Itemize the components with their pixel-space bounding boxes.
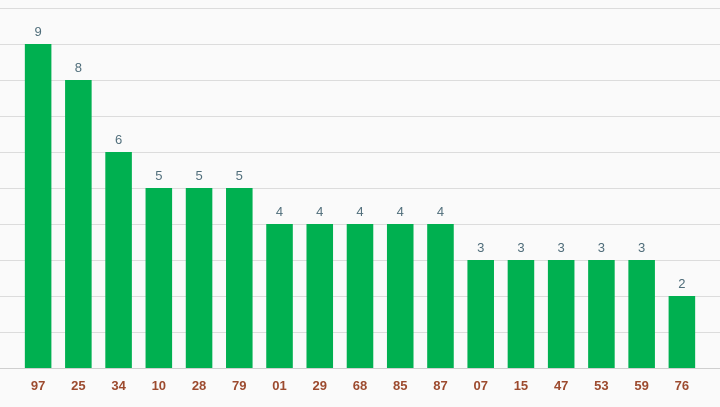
data-label: 4	[276, 204, 283, 219]
data-label: 6	[115, 132, 122, 147]
x-tick-label: 15	[514, 378, 528, 393]
bar	[105, 152, 132, 368]
data-label: 3	[477, 240, 484, 255]
data-label: 3	[598, 240, 605, 255]
bar	[547, 260, 575, 368]
data-label: 3	[558, 240, 565, 255]
bar	[24, 44, 52, 368]
bar	[628, 260, 655, 368]
x-tick-label: 87	[433, 378, 447, 393]
x-tick-label: 53	[594, 378, 608, 393]
bars	[24, 44, 696, 368]
bar	[427, 224, 454, 368]
x-tick-label: 29	[313, 378, 327, 393]
data-label: 4	[397, 204, 404, 219]
x-tick-label: 47	[554, 378, 568, 393]
bar	[346, 224, 374, 368]
bar	[588, 260, 615, 368]
bar	[226, 188, 253, 368]
bar	[266, 224, 293, 368]
bar	[467, 260, 494, 368]
data-labels: 9 8 6 5 5 5 4 4 4 4 4 3 3 3 3 3 2	[35, 24, 686, 291]
data-label: 5	[155, 168, 162, 183]
x-tick-label: 97	[31, 378, 45, 393]
x-tick-label: 07	[473, 378, 487, 393]
bar	[185, 188, 213, 368]
data-label: 5	[236, 168, 243, 183]
bar	[145, 188, 173, 368]
x-tick-label: 68	[353, 378, 367, 393]
data-label: 2	[678, 276, 685, 291]
bar	[507, 260, 535, 368]
data-label: 4	[316, 204, 323, 219]
data-label: 9	[35, 24, 42, 39]
data-label: 8	[75, 60, 82, 75]
bar	[386, 224, 414, 368]
data-label: 4	[356, 204, 363, 219]
x-tick-label: 01	[272, 378, 286, 393]
x-axis: 97 25 34 10 28 79 01 29 68 85 87 07 15 47 53 59 76	[31, 378, 689, 393]
x-tick-label: 59	[634, 378, 648, 393]
bar	[65, 80, 92, 368]
x-tick-label: 10	[152, 378, 166, 393]
data-label: 4	[437, 204, 444, 219]
x-tick-label: 34	[111, 378, 126, 393]
bar	[668, 296, 696, 368]
x-tick-label: 79	[232, 378, 246, 393]
data-label: 3	[638, 240, 645, 255]
x-tick-label: 85	[393, 378, 407, 393]
x-tick-label: 76	[675, 378, 689, 393]
data-label: 5	[195, 168, 202, 183]
data-label: 3	[517, 240, 524, 255]
x-tick-label: 28	[192, 378, 206, 393]
bar	[306, 224, 334, 368]
x-tick-label: 25	[71, 378, 85, 393]
